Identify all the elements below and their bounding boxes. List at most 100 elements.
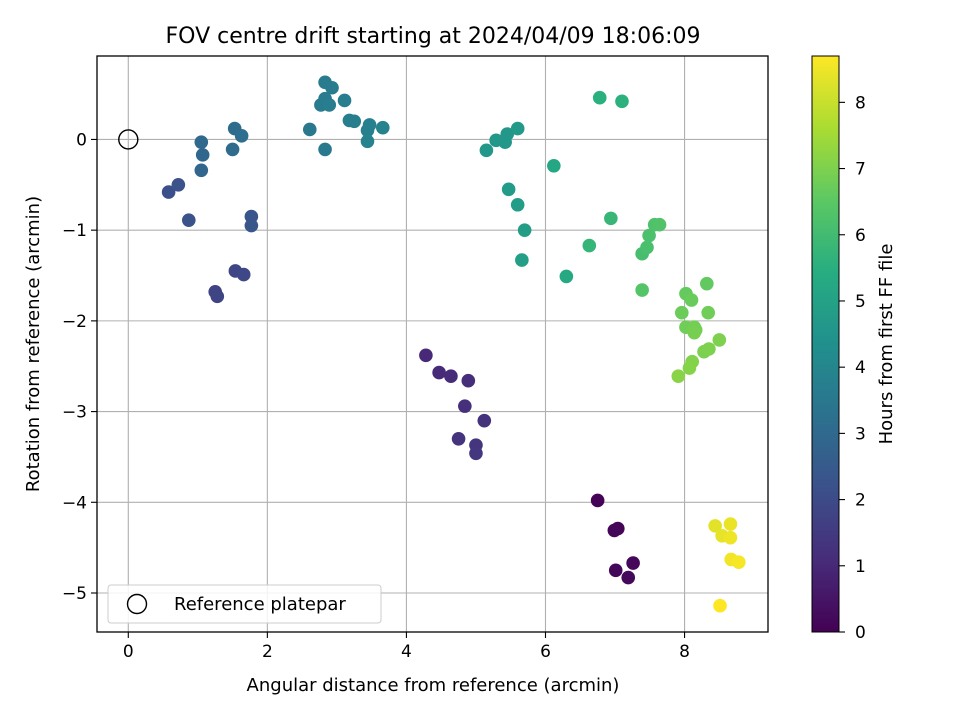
data-point <box>640 240 654 255</box>
data-point <box>702 342 716 356</box>
data-point <box>713 598 727 613</box>
data-point <box>194 163 209 178</box>
colorbar-tick-label: 4 <box>855 358 866 378</box>
data-point <box>559 269 574 284</box>
data-point <box>161 185 176 199</box>
data-point <box>652 217 667 232</box>
data-point <box>244 218 259 233</box>
data-point <box>210 289 225 304</box>
data-point <box>362 118 377 132</box>
data-point <box>723 530 738 545</box>
y-tick-label: −3 <box>62 403 87 423</box>
data-point <box>687 325 702 340</box>
data-point <box>469 446 483 461</box>
data-point <box>236 267 251 282</box>
data-point <box>626 556 640 570</box>
chart-title: FOV centre drift starting at 2024/04/09 … <box>166 24 701 49</box>
data-point <box>461 373 476 388</box>
legend-marker <box>126 593 148 615</box>
data-point <box>510 197 525 212</box>
y-tick-label: −4 <box>62 493 87 513</box>
data-point <box>337 93 352 108</box>
data-point <box>302 122 317 137</box>
y-axis-ticks: 0 −1 −2 −3 −4 −5 <box>62 130 97 604</box>
data-point <box>582 238 597 253</box>
x-tick-label: 4 <box>401 642 412 662</box>
data-point <box>684 293 699 307</box>
data-point <box>458 399 472 413</box>
data-points <box>118 75 746 613</box>
data-point <box>671 369 686 384</box>
data-point <box>444 369 458 384</box>
data-point <box>360 134 375 149</box>
data-point <box>592 90 607 105</box>
colorbar-label: Hours from first FF file <box>876 244 897 445</box>
colorbar-tick-label: 1 <box>855 557 866 577</box>
legend: Reference platepar <box>107 584 382 624</box>
data-point <box>347 114 362 129</box>
x-tick-label: 0 <box>123 642 134 662</box>
y-tick-label: 0 <box>76 130 87 150</box>
x-tick-label: 2 <box>262 642 273 662</box>
data-point <box>642 228 656 243</box>
data-point <box>325 80 339 95</box>
data-point <box>723 517 738 531</box>
x-tick-label: 8 <box>679 642 690 662</box>
data-point <box>322 98 337 112</box>
reference-point <box>118 129 139 150</box>
data-point <box>195 148 210 162</box>
data-point <box>515 253 529 267</box>
data-point <box>615 94 629 109</box>
data-point <box>375 120 390 135</box>
data-point <box>708 519 722 533</box>
data-point <box>635 283 649 297</box>
data-point <box>608 563 623 578</box>
x-axis-ticks: 0 2 4 6 8 <box>123 632 690 662</box>
y-tick-label: −1 <box>62 221 87 241</box>
data-point <box>432 365 446 380</box>
colorbar-tick-label: 8 <box>855 93 866 113</box>
plot-frame <box>96 55 769 633</box>
y-axis-label: Rotation from reference (arcmin) <box>23 196 44 492</box>
colorbar-tick-label: 6 <box>855 226 866 246</box>
data-point <box>510 121 525 136</box>
data-point <box>517 223 532 237</box>
data-point <box>477 413 492 428</box>
colorbar-tick-label: 3 <box>855 424 866 444</box>
colorbar-ticks: 0 1 2 3 4 5 6 7 8 <box>839 93 866 643</box>
colorbar-tick-label: 5 <box>855 292 866 312</box>
data-point <box>479 143 494 158</box>
data-point <box>451 431 466 446</box>
data-point <box>234 129 249 143</box>
y-tick-label: −5 <box>62 584 87 604</box>
data-point <box>701 305 716 320</box>
legend-box <box>107 584 382 624</box>
x-tick-label: 6 <box>540 642 551 662</box>
data-point <box>419 348 433 363</box>
data-point <box>181 213 196 227</box>
data-point <box>318 142 332 157</box>
colorbar-tick-label: 0 <box>855 623 866 643</box>
data-point <box>621 570 636 585</box>
data-point <box>225 142 240 157</box>
y-tick-label: −2 <box>62 312 87 332</box>
colorbar-tick-label: 7 <box>855 160 866 180</box>
data-point <box>607 523 622 538</box>
data-point <box>712 333 727 347</box>
data-point <box>604 211 618 226</box>
legend-label: Reference platepar <box>174 594 346 615</box>
data-point <box>501 182 516 197</box>
data-point <box>500 127 515 141</box>
data-point <box>731 555 746 569</box>
data-point <box>547 158 561 173</box>
data-point <box>171 178 186 192</box>
data-point <box>194 135 209 149</box>
colorbar-tick-label: 2 <box>855 491 866 511</box>
data-point <box>674 305 689 320</box>
data-point <box>682 361 697 375</box>
colorbar <box>811 55 840 633</box>
x-axis-label: Angular distance from reference (arcmin) <box>247 675 620 696</box>
data-point <box>700 276 714 291</box>
data-point <box>590 493 605 508</box>
